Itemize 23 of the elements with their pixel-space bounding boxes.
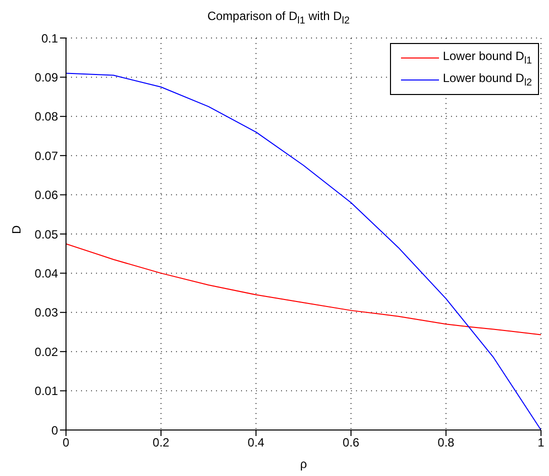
y-tick-label: 0.09 <box>34 70 58 84</box>
x-tick-label: 0.8 <box>438 436 455 450</box>
y-tick-label: 0.01 <box>34 384 58 398</box>
y-tick-label: 0.04 <box>34 266 58 280</box>
y-tick-label: 0.03 <box>34 306 58 320</box>
x-tick-label: 0.2 <box>152 436 170 450</box>
y-tick-label: 0.05 <box>34 227 58 242</box>
x-tick-label: 0.6 <box>342 436 360 450</box>
chart-title: Comparison of D$_{l1}$ with D$_{l2}$ <box>207 9 350 26</box>
x-tick-label: 0 <box>62 436 70 450</box>
legend-label: Lower bound D$_{l2}$ <box>442 71 532 89</box>
x-axis-title: ρ <box>300 457 308 471</box>
legend-label: Lower bound D$_{l1}$ <box>442 49 532 67</box>
line-series <box>66 243 541 336</box>
y-tick-label: 0.08 <box>34 110 58 124</box>
y-tick-label: 0.02 <box>34 344 58 359</box>
y-tick-label: 0 <box>51 423 58 438</box>
y-axis-title: D <box>9 225 24 234</box>
x-tick-label: 1 <box>538 436 545 450</box>
y-tick-label: 0.06 <box>34 188 58 202</box>
y-tick-label: 0.1 <box>41 31 58 46</box>
x-tick-label: 0.4 <box>248 436 265 450</box>
y-tick-label: 0.07 <box>34 148 58 163</box>
